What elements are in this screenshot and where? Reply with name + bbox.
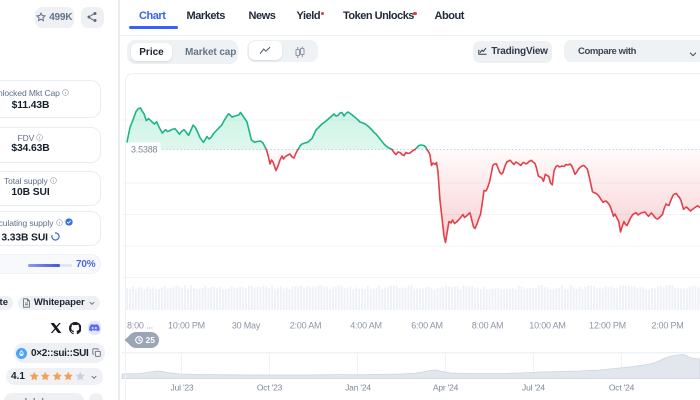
svg-text:30 May: 30 May (232, 321, 261, 331)
svg-text:12:00 PM: 12:00 PM (589, 321, 626, 331)
svg-text:Oct '24: Oct '24 (609, 383, 635, 393)
svg-text:2:00 AM: 2:00 AM (290, 321, 322, 331)
svg-text:Oct '23: Oct '23 (257, 383, 283, 393)
svg-text:10:00 PM: 10:00 PM (168, 321, 205, 331)
svg-text:Jul '24: Jul '24 (522, 383, 545, 393)
svg-text:8:00 AM: 8:00 AM (472, 321, 504, 331)
svg-text:25: 25 (146, 335, 156, 345)
svg-text:6:00 AM: 6:00 AM (411, 321, 443, 331)
svg-text:10:00 AM: 10:00 AM (529, 321, 565, 331)
svg-text:4:00 AM: 4:00 AM (350, 321, 382, 331)
svg-text:Apr '24: Apr '24 (433, 383, 459, 393)
svg-text:Jan '24: Jan '24 (345, 383, 371, 393)
svg-text:3.5388: 3.5388 (131, 145, 158, 155)
svg-text:8:00 ...: 8:00 ... (127, 321, 153, 331)
svg-text:Jul '23: Jul '23 (171, 383, 194, 393)
svg-text:2:00 PM: 2:00 PM (651, 321, 683, 331)
